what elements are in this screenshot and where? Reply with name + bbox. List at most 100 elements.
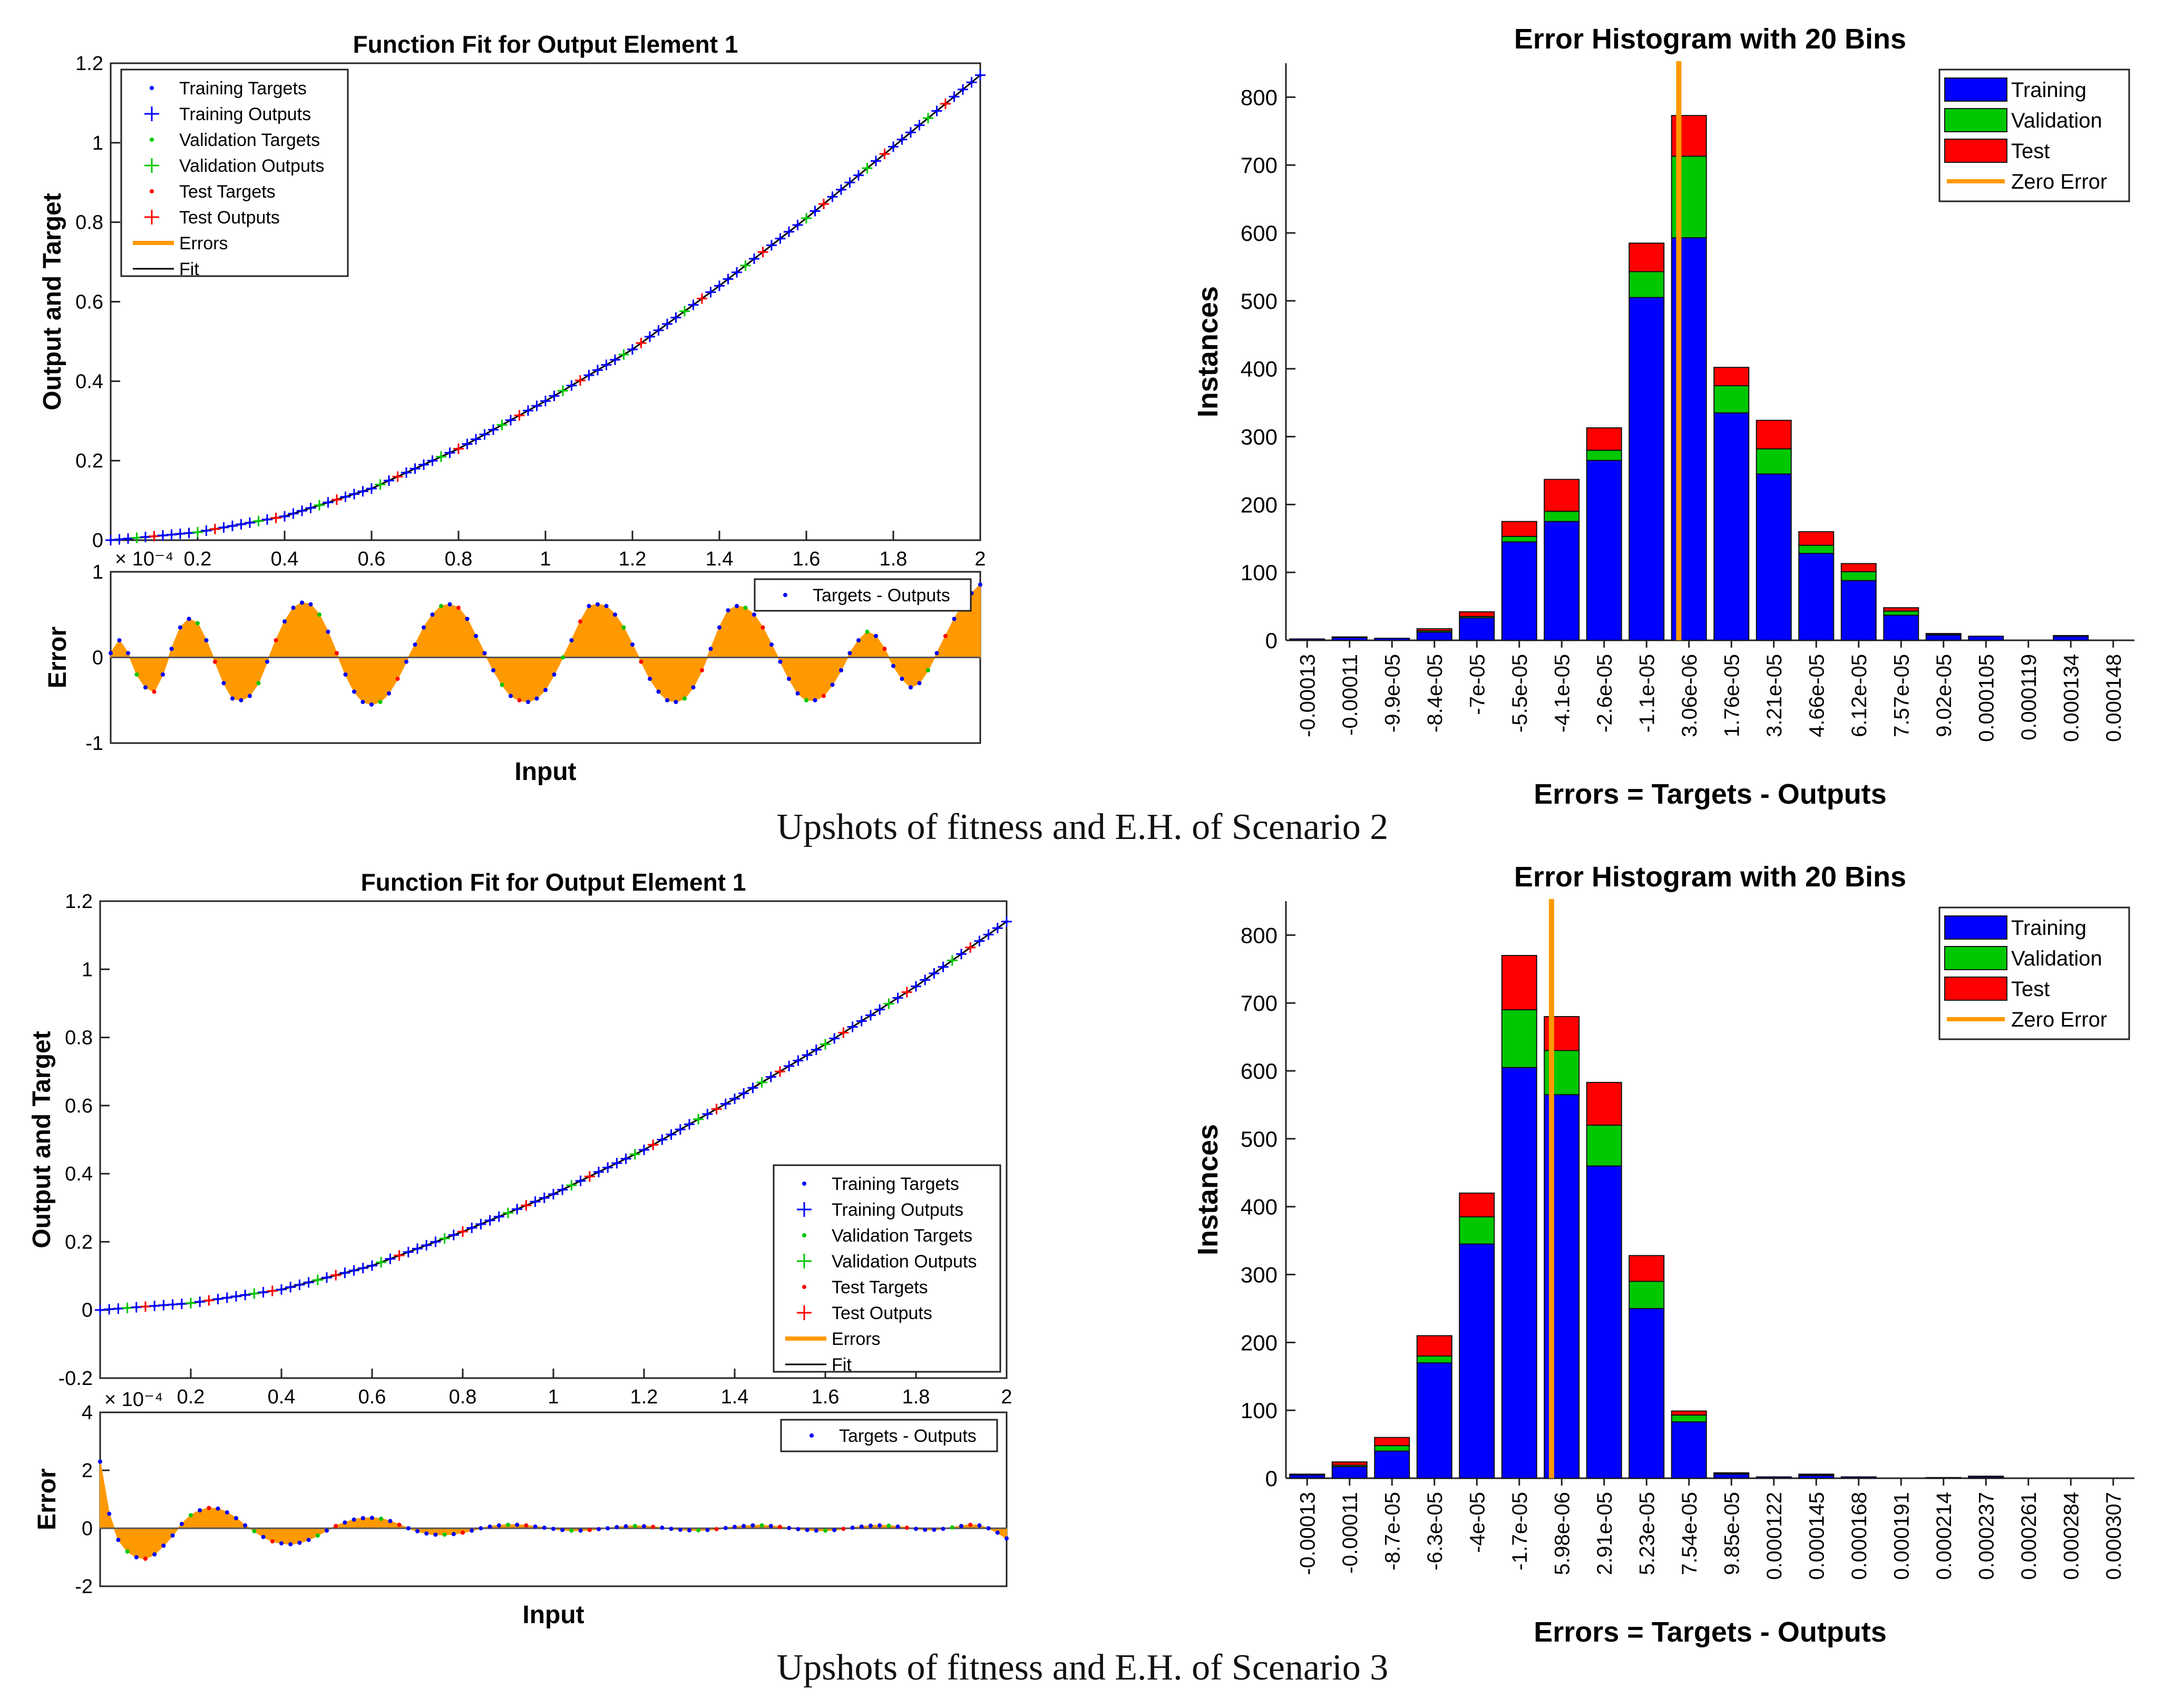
legend-dot-marker (802, 1182, 806, 1186)
error-point (606, 1526, 610, 1530)
legend-dot-marker (802, 1233, 806, 1237)
error-point (926, 668, 930, 672)
x-tick-label: 0.000148 (2102, 654, 2125, 742)
train-target-marker (624, 1157, 628, 1160)
train-target-marker (509, 418, 512, 422)
y-tick-label: 500 (1241, 289, 1277, 314)
train-target-marker (709, 290, 713, 294)
error-point (804, 698, 808, 702)
train-target-marker (604, 363, 608, 367)
error-point (169, 647, 174, 651)
test-target-marker (524, 1204, 528, 1207)
validation-bar (1713, 385, 1750, 414)
train-target-marker (535, 404, 539, 408)
train-target-marker (552, 394, 556, 398)
error-point (397, 1522, 402, 1527)
error-point (369, 702, 374, 707)
error-point (787, 1526, 792, 1530)
error-point (805, 1528, 810, 1533)
legend-dot-marker (150, 138, 154, 142)
legend-plus-marker (797, 1254, 812, 1268)
error-point (856, 638, 861, 642)
validation-bar (1586, 450, 1622, 461)
training-bar (1459, 1243, 1495, 1479)
val-target-marker (318, 503, 321, 507)
error-point (234, 1516, 238, 1520)
error-point (487, 1524, 492, 1529)
error-point (378, 700, 383, 704)
train-target-marker (1005, 920, 1008, 923)
train-target-marker (570, 384, 573, 387)
x-tick-label: 1.2 (630, 1386, 658, 1408)
y-axis-label: Instances (1192, 1124, 1224, 1255)
legend-entry: Test Outputs (179, 208, 280, 228)
error-point (447, 602, 452, 607)
legend-swatch (1944, 946, 2007, 970)
train-target-marker (878, 1008, 882, 1011)
error-point (308, 602, 313, 607)
test-bar (1713, 367, 1750, 386)
error-point (587, 604, 591, 608)
y-tick-label: 100 (1241, 1398, 1277, 1423)
train-target-marker (413, 467, 417, 471)
validation-bar (1501, 535, 1537, 543)
y-tick-label: 600 (1241, 1059, 1277, 1084)
test-target-marker (270, 1289, 274, 1293)
error-point (778, 1525, 782, 1529)
train-target-marker (923, 978, 927, 982)
train-target-marker (918, 123, 921, 127)
legend-entry: Validation Targets (179, 130, 320, 150)
y-tick-label: 1.2 (75, 53, 103, 75)
error-point (515, 1522, 520, 1527)
error-point (387, 691, 391, 696)
error-point (995, 1530, 1000, 1535)
train-target-marker (742, 1091, 746, 1095)
train-target-marker (831, 195, 834, 199)
scale-factor-label: × 10⁻⁴ (115, 548, 173, 570)
error-point (270, 1539, 275, 1544)
val-target-marker (805, 217, 808, 220)
train-target-marker (724, 1102, 727, 1106)
error-point (143, 1556, 148, 1561)
x-tick-label: 0.000122 (1763, 1492, 1786, 1580)
x-tick-label: 0.000145 (1805, 1492, 1828, 1580)
error-point (917, 681, 922, 686)
error-point (943, 633, 948, 638)
error-point (98, 1459, 102, 1464)
legend-entry: Validation Outputs (179, 156, 324, 176)
error-point (221, 681, 226, 686)
y-tick-label: 800 (1241, 85, 1277, 110)
test-target-marker (152, 534, 156, 538)
legend-swatch (1944, 977, 2007, 1001)
y-tick-label: 1 (92, 132, 103, 154)
scale-factor-label: × 10⁻⁴ (104, 1389, 163, 1411)
train-target-marker (669, 1133, 673, 1136)
train-target-marker (179, 532, 182, 535)
x-axis-label: Errors = Targets - Outputs (1534, 778, 1887, 810)
caption-scenario-3: Upshots of fitness and E.H. of Scenario … (776, 1647, 1389, 1688)
test-bar (1331, 1461, 1368, 1466)
error-point (787, 677, 791, 681)
train-target-marker (116, 1307, 120, 1311)
error-point (288, 1542, 293, 1547)
legend-entry: Test Outputs (832, 1303, 932, 1323)
legend-entry: Validation (2011, 947, 2102, 970)
val-target-marker (189, 1301, 192, 1305)
x-tick-label: 1.4 (706, 548, 734, 570)
error-point (682, 696, 687, 701)
train-target-marker (239, 522, 243, 526)
x-tick-label: -9.9e-05 (1381, 654, 1404, 733)
train-target-marker (561, 1188, 564, 1192)
legend-entry: Training Targets (179, 79, 307, 99)
error-point (830, 682, 835, 687)
legend-entry: Errors (179, 233, 228, 253)
train-target-marker (606, 1166, 610, 1169)
val-target-marker (570, 1184, 573, 1187)
test-target-marker (144, 1305, 147, 1309)
error-point (509, 694, 513, 698)
test-bar (1798, 1473, 1835, 1476)
y-tick-label: 0.8 (65, 1027, 93, 1049)
error-point (451, 1532, 456, 1536)
train-target-marker (198, 1300, 202, 1304)
